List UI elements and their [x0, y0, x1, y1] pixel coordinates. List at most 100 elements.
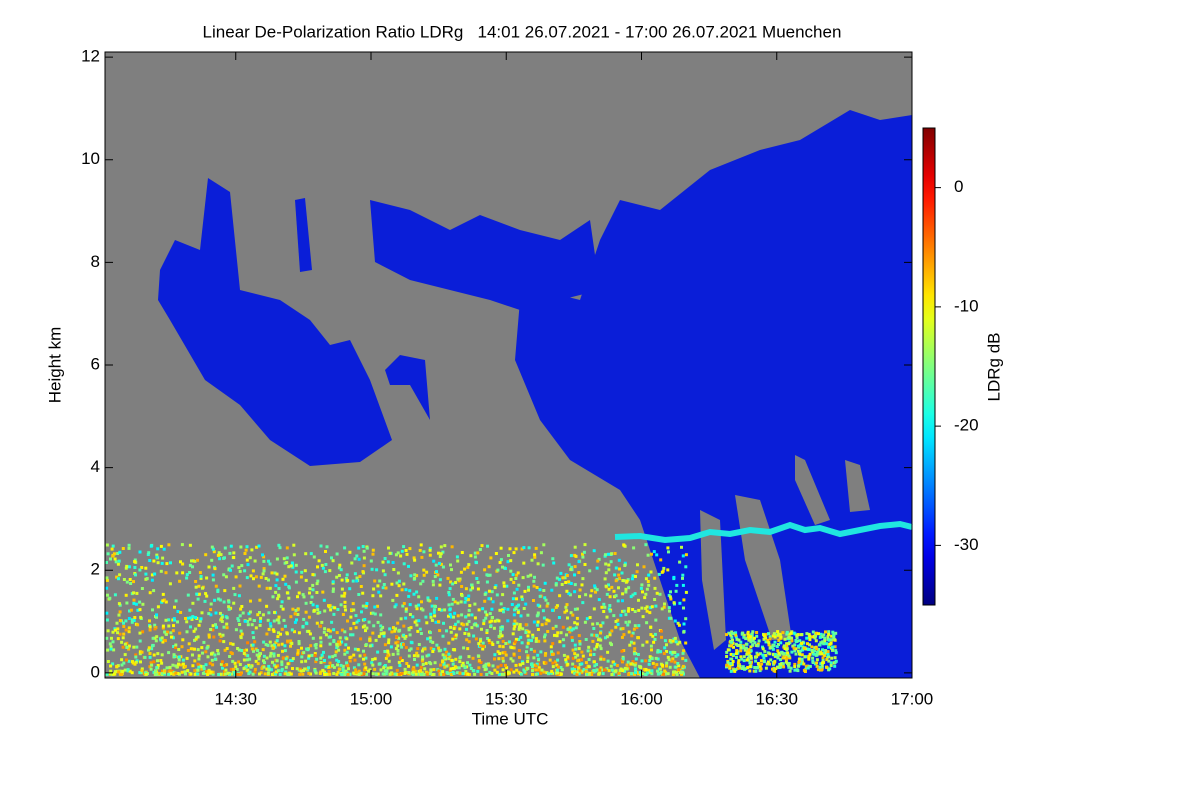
aerosol-pixel	[821, 658, 825, 662]
aerosol-pixel	[357, 546, 361, 550]
aerosol-pixel	[830, 656, 834, 660]
aerosol-pixel	[612, 614, 616, 618]
aerosol-pixel	[499, 546, 503, 550]
aerosol-pixel	[580, 669, 584, 673]
aerosol-pixel	[257, 584, 261, 588]
aerosol-pixel	[244, 653, 248, 657]
aerosol-pixel	[118, 610, 122, 614]
aerosol-pixel	[512, 652, 516, 656]
aerosol-pixel	[269, 668, 273, 672]
aerosol-pixel	[408, 547, 412, 551]
aerosol-pixel	[167, 543, 171, 547]
aerosol-pixel	[249, 665, 253, 669]
aerosol-pixel	[480, 627, 483, 631]
aerosol-pixel	[675, 583, 679, 587]
aerosol-pixel	[109, 664, 113, 668]
aerosol-pixel	[466, 661, 469, 665]
aerosol-pixel	[108, 596, 112, 600]
aerosol-pixel	[566, 627, 570, 631]
aerosol-pixel	[362, 564, 366, 568]
aerosol-pixel	[451, 582, 455, 586]
aerosol-pixel	[403, 671, 407, 675]
aerosol-pixel	[210, 558, 214, 562]
aerosol-pixel	[215, 625, 218, 629]
aerosol-pixel	[367, 669, 370, 673]
aerosol-pixel	[349, 627, 353, 631]
aerosol-pixel	[249, 574, 253, 578]
aerosol-pixel	[671, 657, 675, 661]
aerosol-pixel	[643, 596, 647, 600]
aerosol-pixel	[340, 578, 344, 582]
aerosol-pixel	[113, 670, 117, 674]
aerosol-pixel	[160, 561, 164, 565]
aerosol-pixel	[424, 661, 428, 665]
aerosol-pixel	[204, 592, 208, 596]
aerosol-pixel	[214, 611, 218, 615]
aerosol-pixel	[407, 664, 411, 668]
aerosol-pixel	[105, 618, 109, 622]
aerosol-pixel	[310, 595, 314, 599]
aerosol-pixel	[152, 660, 156, 664]
aerosol-pixel	[567, 591, 571, 595]
aerosol-pixel	[536, 620, 540, 624]
aerosol-pixel	[519, 672, 523, 676]
aerosol-pixel	[319, 656, 323, 660]
aerosol-pixel	[161, 599, 165, 603]
aerosol-pixel	[621, 592, 625, 596]
aerosol-pixel	[332, 612, 336, 616]
aerosol-pixel	[593, 584, 597, 588]
aerosol-pixel	[257, 657, 261, 661]
aerosol-pixel	[501, 659, 505, 663]
aerosol-pixel	[506, 671, 510, 675]
aerosol-pixel	[614, 579, 618, 583]
aerosol-pixel	[381, 672, 385, 676]
aerosol-pixel	[123, 653, 127, 657]
aerosol-pixel	[237, 594, 241, 598]
aerosol-pixel	[578, 595, 581, 599]
aerosol-pixel	[491, 600, 495, 604]
aerosol-pixel	[419, 632, 423, 635]
aerosol-pixel	[231, 642, 235, 646]
aerosol-pixel	[335, 643, 339, 647]
aerosol-pixel	[351, 633, 355, 637]
aerosol-pixel	[132, 598, 136, 602]
aerosol-pixel	[522, 668, 526, 672]
aerosol-pixel	[298, 667, 302, 671]
aerosol-pixel	[430, 604, 434, 608]
aerosol-pixel	[437, 646, 441, 650]
aerosol-pixel	[832, 636, 836, 640]
aerosol-pixel	[239, 607, 243, 611]
aerosol-pixel	[429, 639, 433, 643]
aerosol-pixel	[755, 631, 759, 634]
aerosol-pixel	[164, 618, 168, 622]
aerosol-pixel	[728, 665, 732, 668]
aerosol-pixel	[294, 570, 298, 574]
aerosol-pixel	[772, 652, 776, 656]
aerosol-pixel	[551, 608, 554, 612]
aerosol-pixel	[817, 632, 820, 636]
aerosol-pixel	[328, 661, 332, 665]
aerosol-pixel	[684, 553, 688, 557]
aerosol-pixel	[113, 552, 116, 556]
aerosol-pixel	[795, 668, 799, 672]
aerosol-pixel	[529, 647, 533, 651]
aerosol-pixel	[754, 669, 758, 673]
aerosol-pixel	[601, 621, 605, 625]
aerosol-pixel	[191, 565, 194, 569]
aerosol-pixel	[756, 644, 760, 648]
aerosol-pixel	[178, 579, 182, 583]
aerosol-pixel	[522, 546, 526, 550]
aerosol-pixel	[607, 552, 610, 556]
aerosol-pixel	[188, 543, 192, 547]
aerosol-pixel	[128, 669, 132, 673]
aerosol-pixel	[378, 579, 382, 583]
aerosol-pixel	[388, 627, 392, 631]
aerosol-pixel	[417, 619, 421, 623]
aerosol-pixel	[629, 672, 633, 676]
aerosol-pixel	[124, 628, 128, 632]
aerosol-pixel	[539, 650, 543, 654]
aerosol-pixel	[292, 543, 296, 547]
aerosol-pixel	[522, 561, 526, 565]
aerosol-pixel	[730, 635, 734, 639]
aerosol-pixel	[441, 565, 445, 569]
